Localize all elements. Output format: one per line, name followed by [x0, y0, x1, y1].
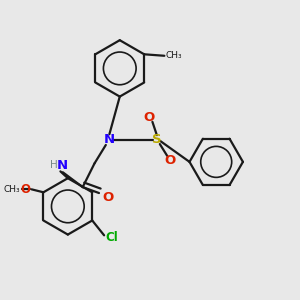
Text: H: H: [50, 160, 57, 170]
Text: O: O: [165, 154, 176, 167]
Text: N: N: [104, 133, 115, 146]
Text: O: O: [144, 111, 155, 124]
Text: O: O: [103, 191, 114, 204]
Text: N: N: [57, 159, 68, 172]
Text: CH₃: CH₃: [166, 51, 182, 60]
Text: CH₃: CH₃: [4, 185, 21, 194]
Text: S: S: [152, 133, 162, 146]
Text: O: O: [21, 182, 31, 196]
Text: Cl: Cl: [105, 231, 118, 244]
